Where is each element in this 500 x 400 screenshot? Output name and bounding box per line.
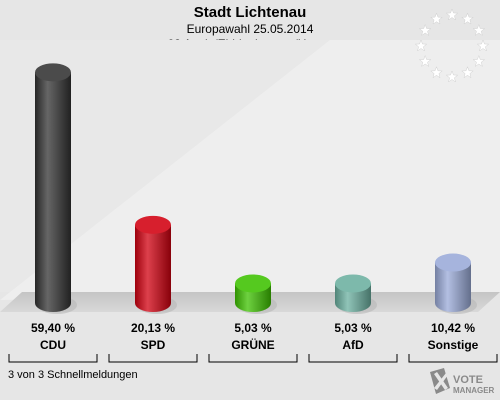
bar-sonstige bbox=[435, 253, 477, 314]
bar-spd bbox=[135, 215, 177, 314]
bar-afd bbox=[335, 274, 377, 314]
ballot-cross-icon bbox=[430, 368, 450, 394]
value-label: 5,03 % bbox=[234, 321, 272, 335]
eu-star bbox=[472, 54, 486, 68]
category-label: GRÜNE bbox=[231, 337, 274, 352]
category-bracket bbox=[208, 354, 298, 363]
x-axis: 59,40 % CDU 20,13 % SPD 5,03 % GRÜNE 5,03 % AfD… bbox=[8, 321, 498, 363]
value-label: 5,03 % bbox=[334, 321, 372, 335]
category-label: CDU bbox=[40, 338, 66, 352]
eu-star bbox=[472, 23, 486, 37]
election-subtitle: Europawahl 25.05.2014 bbox=[186, 22, 314, 36]
eu-star bbox=[418, 23, 432, 37]
eu-star bbox=[461, 66, 474, 79]
report-status: 3 von 3 Schnellmeldungen bbox=[8, 369, 138, 381]
chart-title: Stadt Lichtenau bbox=[193, 4, 307, 21]
eu-star bbox=[430, 12, 443, 25]
bar-grüne bbox=[235, 274, 277, 314]
category-label: AfD bbox=[342, 338, 364, 352]
value-label: 59,40 % bbox=[31, 321, 75, 335]
bar-cdu bbox=[35, 63, 77, 314]
logo-line-2: MANAGER bbox=[453, 386, 495, 395]
bar-body bbox=[435, 262, 471, 312]
bar-top bbox=[135, 215, 171, 234]
bar-top bbox=[335, 274, 371, 293]
eu-flag-stars-icon bbox=[414, 8, 490, 83]
bar-top bbox=[435, 253, 471, 272]
eu-star bbox=[461, 12, 474, 25]
eu-star bbox=[430, 66, 443, 79]
category-bracket bbox=[308, 354, 398, 363]
votemanager-logo: VOTE MANAGER bbox=[430, 368, 495, 395]
eu-star bbox=[445, 8, 459, 21]
bar-body bbox=[35, 72, 71, 312]
category-bracket bbox=[8, 354, 98, 363]
category-bracket bbox=[108, 354, 198, 363]
eu-star bbox=[418, 54, 432, 68]
eu-star bbox=[476, 39, 490, 52]
bar-top bbox=[35, 63, 71, 82]
bars-group bbox=[35, 63, 477, 314]
bar-top bbox=[235, 274, 271, 293]
value-label: 10,42 % bbox=[431, 321, 475, 335]
category-label: Sonstige bbox=[428, 338, 479, 352]
eu-star bbox=[414, 39, 428, 52]
eu-star bbox=[445, 70, 459, 83]
category-label: SPD bbox=[141, 338, 166, 352]
logo-line-1: VOTE bbox=[453, 374, 483, 386]
value-label: 20,13 % bbox=[131, 321, 175, 335]
category-bracket bbox=[408, 354, 498, 363]
chart-light-wedge bbox=[0, 40, 500, 300]
bar-body bbox=[135, 224, 171, 312]
